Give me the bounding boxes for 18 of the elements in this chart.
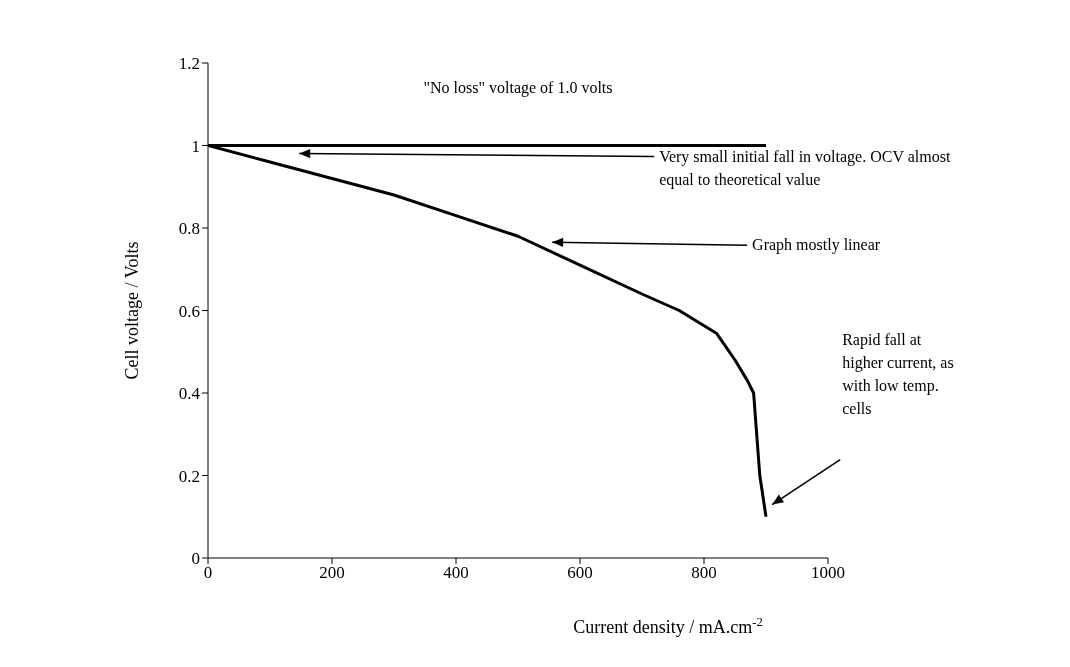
x-tick-label: 200 xyxy=(319,563,345,583)
y-tick-label: 0.2 xyxy=(178,466,200,486)
x-tick-label: 600 xyxy=(567,563,593,583)
y-tick-label: 1 xyxy=(191,136,200,156)
y-tick-label: 0.6 xyxy=(178,301,200,321)
y-tick-label: 0.4 xyxy=(178,384,201,404)
text: Rapid fall at higher current, as with low temp. cells xyxy=(842,330,954,417)
y-axis-title: Cell voltage / Volts xyxy=(122,241,142,380)
annotation: Very small initial fall in voltage. OCV almost equal to theoretical value xyxy=(659,147,951,189)
y-tick-label: 0.8 xyxy=(178,219,200,239)
x-tick-label: 800 xyxy=(691,563,717,583)
x-tick-label: 400 xyxy=(443,563,469,583)
y-tick-label: 1.2 xyxy=(178,54,200,74)
annotation: Graph mostly linear xyxy=(752,236,881,255)
x-tick-label: 1000 xyxy=(811,563,845,583)
y-tick-label: 0 xyxy=(191,549,200,569)
x-axis-title: Current density / mA.cm$^{-2}$ xyxy=(573,615,763,637)
annotation: "No loss" voltage of 1.0 volts xyxy=(423,79,613,97)
